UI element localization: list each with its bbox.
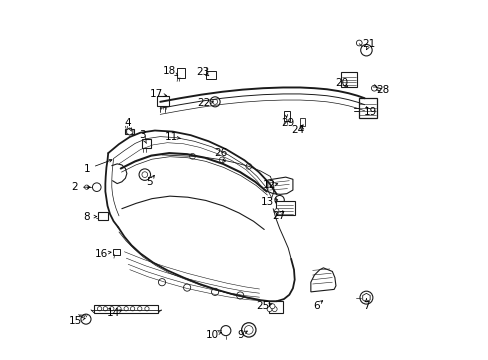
Circle shape [137, 307, 142, 311]
Text: 26: 26 [214, 148, 227, 158]
Bar [205, 71, 215, 79]
Circle shape [274, 195, 284, 205]
Circle shape [158, 279, 165, 286]
Circle shape [183, 284, 190, 291]
Circle shape [271, 307, 277, 312]
Text: 22: 22 [197, 98, 210, 108]
Text: 13: 13 [260, 197, 273, 207]
Circle shape [97, 307, 102, 311]
Bar [112, 249, 120, 255]
Polygon shape [267, 177, 292, 194]
Circle shape [189, 153, 195, 159]
Circle shape [245, 163, 251, 169]
Circle shape [144, 307, 149, 311]
Bar [156, 96, 169, 107]
Text: 20: 20 [334, 78, 347, 88]
Circle shape [212, 99, 217, 104]
Circle shape [124, 307, 128, 311]
Text: 17: 17 [150, 89, 163, 99]
Circle shape [81, 314, 91, 324]
Bar [94, 305, 158, 313]
Bar [299, 118, 305, 126]
Circle shape [117, 307, 121, 311]
Text: 27: 27 [271, 211, 285, 221]
Text: 14: 14 [107, 309, 120, 318]
Text: 18: 18 [162, 66, 176, 76]
Bar [98, 212, 108, 220]
Bar [268, 301, 282, 314]
Text: 7: 7 [363, 301, 369, 311]
Text: 24: 24 [291, 125, 305, 135]
Circle shape [92, 183, 101, 192]
Text: 9: 9 [237, 330, 244, 340]
Text: 2: 2 [71, 182, 77, 192]
Circle shape [210, 97, 220, 107]
Circle shape [236, 292, 244, 299]
Text: 4: 4 [124, 118, 131, 128]
Bar [177, 68, 184, 78]
Text: 10: 10 [205, 330, 218, 340]
Text: 12: 12 [263, 180, 276, 190]
Circle shape [359, 291, 372, 304]
Circle shape [266, 307, 271, 312]
Text: 11: 11 [164, 132, 177, 142]
Circle shape [109, 307, 114, 311]
Circle shape [356, 40, 362, 46]
Circle shape [211, 288, 218, 296]
Text: 23: 23 [196, 67, 209, 77]
Circle shape [139, 169, 150, 180]
Text: 3: 3 [139, 130, 145, 140]
Polygon shape [310, 268, 335, 292]
Text: 16: 16 [94, 248, 107, 258]
Text: 15: 15 [68, 316, 81, 325]
Circle shape [84, 185, 89, 189]
Circle shape [221, 325, 230, 336]
Circle shape [371, 85, 376, 91]
Text: 25: 25 [256, 301, 269, 311]
Text: 8: 8 [83, 212, 90, 221]
Bar [276, 201, 294, 215]
Circle shape [274, 209, 278, 213]
Text: 21: 21 [362, 39, 375, 49]
Bar [284, 111, 290, 121]
Circle shape [269, 304, 274, 309]
Circle shape [244, 325, 253, 334]
Circle shape [241, 323, 255, 337]
Bar [341, 72, 357, 87]
Circle shape [103, 307, 107, 311]
Text: 29: 29 [280, 118, 294, 128]
Bar [142, 139, 151, 148]
Text: 28: 28 [375, 85, 388, 95]
Text: 19: 19 [363, 107, 376, 117]
Circle shape [219, 157, 224, 163]
Text: 5: 5 [146, 177, 152, 187]
Circle shape [360, 44, 371, 56]
Bar [125, 129, 134, 134]
Text: 6: 6 [312, 301, 319, 311]
Circle shape [130, 307, 135, 311]
Bar [358, 98, 376, 118]
Circle shape [142, 172, 147, 177]
Text: 1: 1 [83, 164, 90, 174]
